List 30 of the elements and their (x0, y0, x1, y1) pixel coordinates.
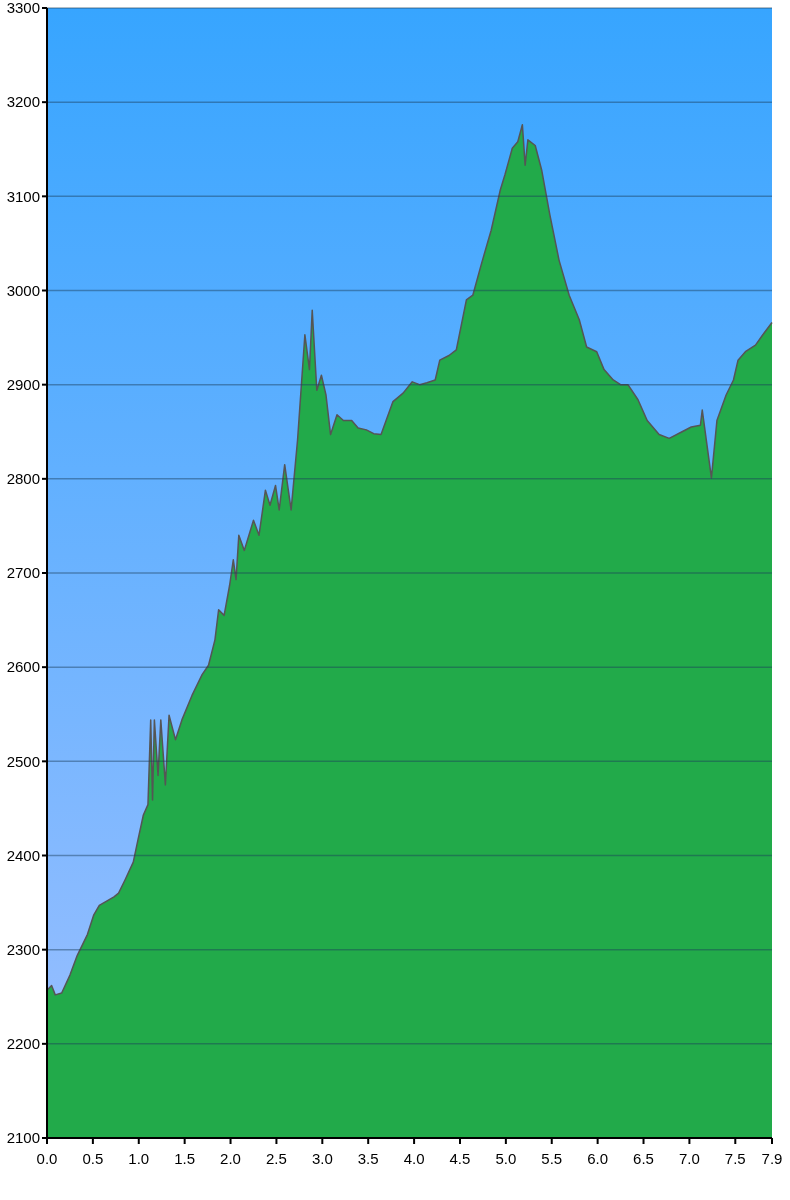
y-tick-label: 2900 (6, 375, 40, 393)
x-tick-label: 6.0 (587, 1150, 609, 1167)
x-tick-label: 7.0 (678, 1150, 700, 1167)
x-tick-label: 6.5 (633, 1150, 654, 1167)
y-tick-label: 2600 (6, 658, 40, 676)
y-tick-label: 2100 (6, 1129, 40, 1147)
y-tick-label: 2200 (6, 1035, 40, 1053)
x-tick-label: 5.0 (495, 1150, 517, 1167)
x-tick-label: 5.5 (541, 1150, 563, 1167)
x-tick-label: 0.5 (82, 1150, 104, 1167)
x-tick-label: 3.0 (311, 1150, 333, 1167)
x-tick-label: 2.5 (266, 1150, 287, 1167)
y-tick-label: 2800 (6, 470, 40, 488)
x-tick-label: 4.5 (449, 1150, 471, 1167)
x-tick-label: 2.0 (220, 1150, 241, 1167)
x-tick-label: 0.0 (36, 1150, 58, 1167)
x-tick-label: 1.5 (174, 1150, 196, 1167)
y-tick-label: 3000 (6, 281, 40, 299)
y-tick-label: 3100 (6, 187, 40, 205)
y-tick-label: 3200 (6, 93, 40, 111)
y-tick-label: 2300 (6, 940, 40, 958)
y-tick-label: 2700 (6, 564, 40, 582)
y-tick-label: 3300 (6, 0, 40, 17)
x-tick-label: 1.0 (128, 1150, 150, 1167)
x-tick-label: 7.5 (724, 1150, 746, 1167)
x-tick-label: 7.9 (761, 1150, 783, 1167)
x-tick-label: 4.0 (403, 1150, 425, 1167)
y-tick-label: 2400 (6, 846, 40, 864)
x-tick-label: 3.5 (357, 1150, 379, 1167)
y-tick-label: 2500 (6, 752, 40, 770)
